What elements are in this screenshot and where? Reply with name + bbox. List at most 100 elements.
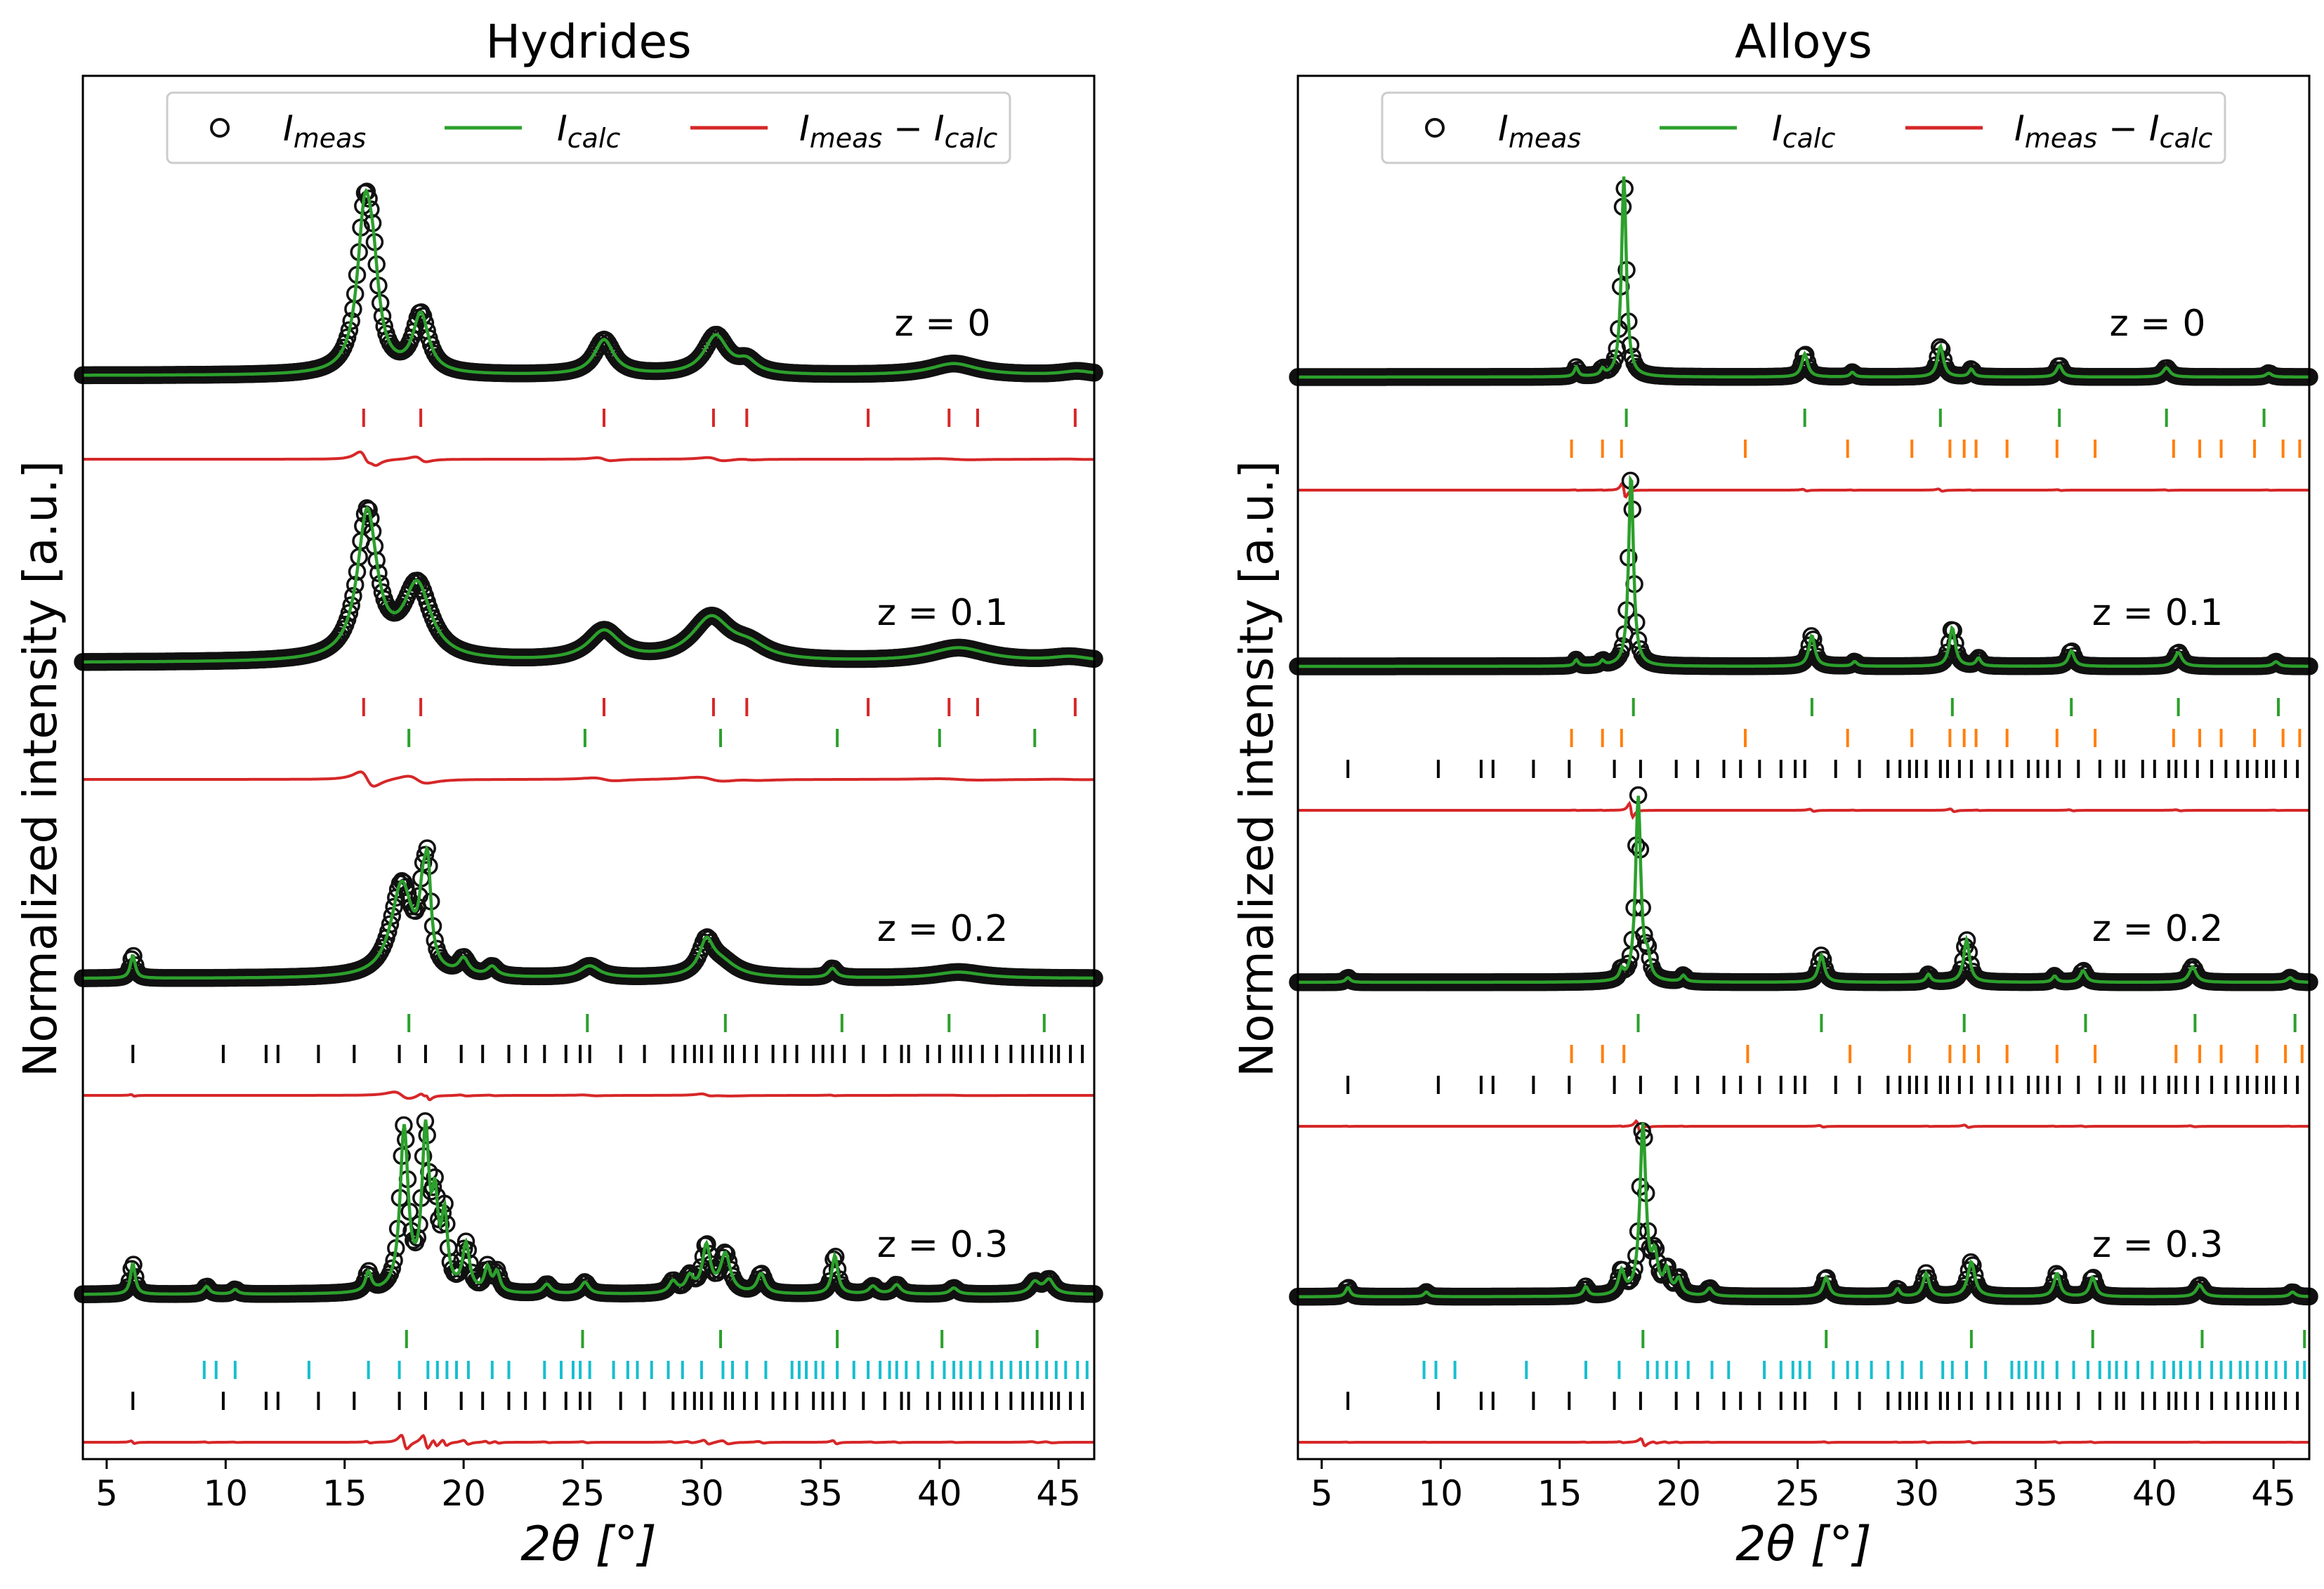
measured-point [716,1244,734,1262]
x-tick-label: 15 [322,1473,367,1514]
measured-point [1932,653,1951,672]
x-tick-label: 25 [1775,1473,1820,1514]
calc-curve [1298,176,2309,379]
plot-area: z = 0 z = 0.1 z = 0.2 z = 0.3 [1289,176,2318,1448]
legend-box [166,91,1011,164]
pattern-label: z = 0 [2109,303,2205,345]
pattern-label: z = 0 [894,303,990,345]
x-tick-label: 45 [1036,1473,1081,1514]
x-tick-label: 20 [441,1473,486,1514]
bragg-ticks-calc [1636,1014,2297,1032]
calc-curve [83,1119,1094,1296]
diff-curve [1298,1437,2309,1448]
diff-curve [1298,1119,2309,1133]
measured-point [383,906,402,925]
measured-point [2049,1267,2068,1286]
legend: Imeas Icalc Imeas − Icalc [166,91,1011,164]
x-axis: 5 10 15 20 25 30 35 40 45 [1311,1459,2296,1514]
x-tick-label: 20 [1656,1473,1701,1514]
measured-point [815,1281,833,1300]
measured-point [1620,954,1638,973]
bragg-ticks-calc [407,729,1037,747]
pattern-label: z = 0.3 [2092,1224,2224,1266]
bragg-ticks-orange [1570,729,2302,747]
measured-point [357,499,376,517]
measured-point [383,1259,402,1278]
legend-marker-meas [210,118,230,138]
pattern-1: z = 0.1 [1289,471,2318,820]
diff-curve [83,450,1094,467]
bragg-ticks-black [1346,760,2299,778]
pattern-label: z = 0.1 [2092,592,2224,634]
measured-point [360,501,378,519]
x-tick-label: 10 [203,1473,248,1514]
measured-point [357,183,376,201]
measured-point [405,1231,423,1250]
x-tick-label: 15 [1537,1473,1582,1514]
bragg-ticks-black [131,1392,1084,1410]
measured-point [381,915,400,934]
pattern-1: z = 0.1 [74,499,1103,788]
x-axis-label: 2θ [°] [1735,1517,1872,1572]
bragg-ticks-calc [1632,698,2280,716]
calc-curve [83,844,1094,980]
measured-point [340,321,359,339]
x-tick-label: 10 [1418,1473,1463,1514]
legend-label-diff: Imeas − Icalc [2014,108,2212,154]
bragg-ticks-calc [405,1330,1039,1348]
x-tick-label: 5 [96,1473,118,1514]
diff-curve [1298,481,2309,499]
calc-curve [83,506,1095,664]
legend-label-meas: Imeas [1498,108,1581,154]
pattern-2: z = 0.2 [74,839,1103,1102]
legend: Imeas Icalc Imeas − Icalc [1381,91,2226,164]
measured-point [486,1262,504,1281]
bragg-ticks-orange [1570,1045,2304,1063]
legend-label-calc: Icalc [1772,108,1835,154]
bragg-ticks-calc [1641,1330,2306,1348]
x-axis: 5 10 15 20 25 30 35 40 45 [96,1459,1081,1514]
diff-curve [1298,800,2309,820]
bragg-ticks-black [1346,1392,2299,1410]
x-tick-label: 35 [799,1473,843,1514]
pattern-0: z = 0 [74,183,1103,467]
bragg-ticks-black [1346,1076,2299,1094]
x-tick-label: 25 [560,1473,605,1514]
diff-curve [83,770,1094,788]
diff-curve [83,1434,1094,1451]
legend-marker-meas [1425,118,1445,138]
measured-point [457,1232,475,1251]
x-tick-label: 45 [2251,1473,2296,1514]
y-axis-label-right: Normalized intensity [a.u.] [1230,461,1284,1077]
calc-curve [1298,796,2309,984]
panel-title: Alloys [1735,15,1872,69]
measured-point [340,604,359,622]
measured-point [1946,969,1964,988]
bragg-ticks-orange [1570,440,2302,458]
pattern-2: z = 0.2 [1289,786,2318,1133]
panel-title: Hydrides [486,15,692,69]
x-tick-label: 35 [2014,1473,2059,1514]
diff-curve [83,1090,1094,1102]
calc-curve [1298,474,2309,668]
measured-point [373,583,392,602]
x-tick-label: 30 [679,1473,724,1514]
legend-box [1381,91,2226,164]
axes-frame [81,74,1096,1461]
bragg-ticks-black [131,1045,1084,1063]
x-tick-label: 40 [917,1473,962,1514]
panel-hydrides: Hydrides z = 0 z = 0.1 z = 0.2 z = 0.3 5 10 1… [74,15,1103,1572]
bragg-ticks-calc [1624,409,2266,427]
measured-point [698,1235,716,1253]
legend-label-meas: Imeas [283,108,366,154]
plot-area: z = 0 z = 0.1 z = 0.2 z = 0.3 [74,183,1103,1451]
measured-point [2047,1265,2066,1283]
bragg-ticks-cyan [1422,1361,2306,1379]
pattern-label: z = 0.3 [877,1224,1009,1266]
measured-point [820,1272,839,1291]
pattern-3: z = 0.3 [1289,1122,2318,1448]
x-tick-label: 40 [2132,1473,2177,1514]
legend-label-diff: Imeas − Icalc [799,108,997,154]
